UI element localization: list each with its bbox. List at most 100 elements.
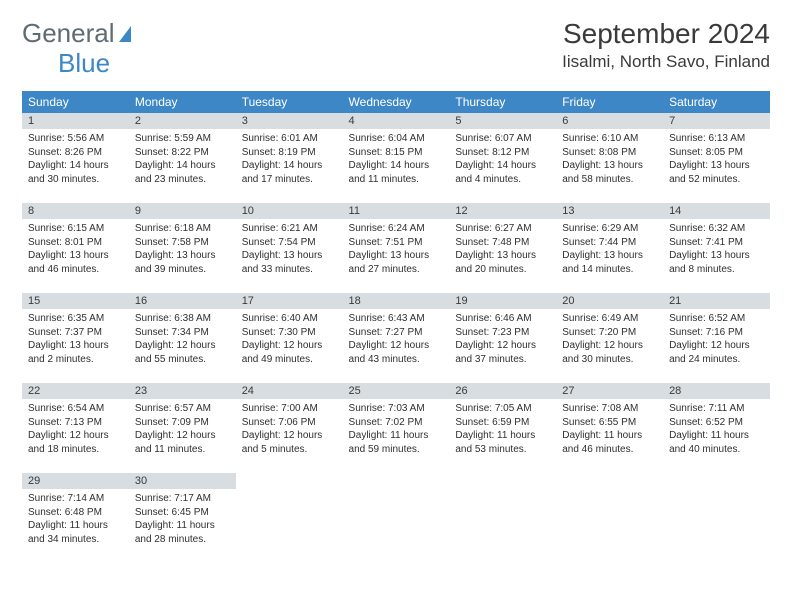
calendar-cell: 14Sunrise: 6:32 AMSunset: 7:41 PMDayligh… — [663, 201, 770, 291]
sunrise-text: Sunrise: 6:57 AM — [135, 402, 230, 416]
daylight-text: Daylight: 11 hours and 59 minutes. — [349, 429, 444, 456]
day-number: 6 — [556, 113, 663, 129]
calendar-cell: 7Sunrise: 6:13 AMSunset: 8:05 PMDaylight… — [663, 113, 770, 201]
calendar-cell: 26Sunrise: 7:05 AMSunset: 6:59 PMDayligh… — [449, 381, 556, 471]
weekday-header-cell: Tuesday — [236, 91, 343, 113]
sunrise-text: Sunrise: 7:14 AM — [28, 492, 123, 506]
day-number: 2 — [129, 113, 236, 129]
sunrise-text: Sunrise: 7:11 AM — [669, 402, 764, 416]
daylight-text: Daylight: 13 hours and 20 minutes. — [455, 249, 550, 276]
calendar-cell: 30Sunrise: 7:17 AMSunset: 6:45 PMDayligh… — [129, 471, 236, 561]
daylight-text: Daylight: 14 hours and 17 minutes. — [242, 159, 337, 186]
daylight-text: Daylight: 11 hours and 34 minutes. — [28, 519, 123, 546]
daylight-text: Daylight: 13 hours and 46 minutes. — [28, 249, 123, 276]
calendar-cell: 27Sunrise: 7:08 AMSunset: 6:55 PMDayligh… — [556, 381, 663, 471]
day-number: 11 — [343, 203, 450, 219]
day-details: Sunrise: 6:49 AMSunset: 7:20 PMDaylight:… — [556, 309, 663, 366]
sail-icon — [117, 24, 137, 44]
sunset-text: Sunset: 7:27 PM — [349, 326, 444, 340]
calendar-cell: 5Sunrise: 6:07 AMSunset: 8:12 PMDaylight… — [449, 113, 556, 201]
daylight-text: Daylight: 11 hours and 28 minutes. — [135, 519, 230, 546]
sunset-text: Sunset: 8:12 PM — [455, 146, 550, 160]
daylight-text: Daylight: 14 hours and 30 minutes. — [28, 159, 123, 186]
day-number: 16 — [129, 293, 236, 309]
day-details: Sunrise: 6:15 AMSunset: 8:01 PMDaylight:… — [22, 219, 129, 276]
weekday-header: SundayMondayTuesdayWednesdayThursdayFrid… — [22, 91, 770, 113]
day-details: Sunrise: 6:43 AMSunset: 7:27 PMDaylight:… — [343, 309, 450, 366]
sunset-text: Sunset: 7:30 PM — [242, 326, 337, 340]
day-number: 27 — [556, 383, 663, 399]
day-number: 23 — [129, 383, 236, 399]
day-number: 30 — [129, 473, 236, 489]
day-details: Sunrise: 6:04 AMSunset: 8:15 PMDaylight:… — [343, 129, 450, 186]
day-number: 1 — [22, 113, 129, 129]
calendar-cell: 2Sunrise: 5:59 AMSunset: 8:22 PMDaylight… — [129, 113, 236, 201]
day-details: Sunrise: 6:35 AMSunset: 7:37 PMDaylight:… — [22, 309, 129, 366]
sunrise-text: Sunrise: 6:29 AM — [562, 222, 657, 236]
day-number: 24 — [236, 383, 343, 399]
sunset-text: Sunset: 7:13 PM — [28, 416, 123, 430]
daylight-text: Daylight: 13 hours and 2 minutes. — [28, 339, 123, 366]
day-number: 17 — [236, 293, 343, 309]
sunrise-text: Sunrise: 6:13 AM — [669, 132, 764, 146]
sunset-text: Sunset: 7:58 PM — [135, 236, 230, 250]
day-details: Sunrise: 6:01 AMSunset: 8:19 PMDaylight:… — [236, 129, 343, 186]
day-number: 7 — [663, 113, 770, 129]
daylight-text: Daylight: 11 hours and 46 minutes. — [562, 429, 657, 456]
sunset-text: Sunset: 7:51 PM — [349, 236, 444, 250]
sunrise-text: Sunrise: 7:05 AM — [455, 402, 550, 416]
sunrise-text: Sunrise: 6:49 AM — [562, 312, 657, 326]
calendar-cell: 10Sunrise: 6:21 AMSunset: 7:54 PMDayligh… — [236, 201, 343, 291]
daylight-text: Daylight: 12 hours and 11 minutes. — [135, 429, 230, 456]
sunrise-text: Sunrise: 6:01 AM — [242, 132, 337, 146]
calendar-cell: 24Sunrise: 7:00 AMSunset: 7:06 PMDayligh… — [236, 381, 343, 471]
calendar-cell — [343, 471, 450, 561]
calendar-cell: 22Sunrise: 6:54 AMSunset: 7:13 PMDayligh… — [22, 381, 129, 471]
day-details: Sunrise: 6:40 AMSunset: 7:30 PMDaylight:… — [236, 309, 343, 366]
calendar-cell: 20Sunrise: 6:49 AMSunset: 7:20 PMDayligh… — [556, 291, 663, 381]
sunrise-text: Sunrise: 6:24 AM — [349, 222, 444, 236]
sunrise-text: Sunrise: 6:21 AM — [242, 222, 337, 236]
day-details: Sunrise: 7:08 AMSunset: 6:55 PMDaylight:… — [556, 399, 663, 456]
daylight-text: Daylight: 14 hours and 4 minutes. — [455, 159, 550, 186]
daylight-text: Daylight: 13 hours and 52 minutes. — [669, 159, 764, 186]
calendar-page: General September 2024 Iisalmi, North Sa… — [0, 0, 792, 581]
sunset-text: Sunset: 8:01 PM — [28, 236, 123, 250]
weekday-header-cell: Monday — [129, 91, 236, 113]
calendar-cell: 3Sunrise: 6:01 AMSunset: 8:19 PMDaylight… — [236, 113, 343, 201]
day-number: 14 — [663, 203, 770, 219]
day-number: 3 — [236, 113, 343, 129]
weekday-header-cell: Thursday — [449, 91, 556, 113]
day-number: 13 — [556, 203, 663, 219]
day-number: 10 — [236, 203, 343, 219]
sunrise-text: Sunrise: 6:18 AM — [135, 222, 230, 236]
daylight-text: Daylight: 13 hours and 14 minutes. — [562, 249, 657, 276]
calendar-cell: 8Sunrise: 6:15 AMSunset: 8:01 PMDaylight… — [22, 201, 129, 291]
calendar-cell: 23Sunrise: 6:57 AMSunset: 7:09 PMDayligh… — [129, 381, 236, 471]
calendar-cell: 12Sunrise: 6:27 AMSunset: 7:48 PMDayligh… — [449, 201, 556, 291]
brand-part1: General — [22, 18, 115, 49]
brand-logo: General — [22, 18, 137, 49]
day-details: Sunrise: 7:17 AMSunset: 6:45 PMDaylight:… — [129, 489, 236, 546]
day-number: 18 — [343, 293, 450, 309]
sunrise-text: Sunrise: 5:59 AM — [135, 132, 230, 146]
day-number: 29 — [22, 473, 129, 489]
sunrise-text: Sunrise: 6:07 AM — [455, 132, 550, 146]
day-number: 12 — [449, 203, 556, 219]
month-title: September 2024 — [562, 18, 770, 50]
day-number: 4 — [343, 113, 450, 129]
day-number: 26 — [449, 383, 556, 399]
day-details: Sunrise: 6:10 AMSunset: 8:08 PMDaylight:… — [556, 129, 663, 186]
sunrise-text: Sunrise: 7:17 AM — [135, 492, 230, 506]
calendar-cell: 16Sunrise: 6:38 AMSunset: 7:34 PMDayligh… — [129, 291, 236, 381]
sunset-text: Sunset: 6:45 PM — [135, 506, 230, 520]
sunrise-text: Sunrise: 6:32 AM — [669, 222, 764, 236]
day-details: Sunrise: 6:38 AMSunset: 7:34 PMDaylight:… — [129, 309, 236, 366]
sunrise-text: Sunrise: 6:15 AM — [28, 222, 123, 236]
daylight-text: Daylight: 12 hours and 24 minutes. — [669, 339, 764, 366]
calendar-cell — [449, 471, 556, 561]
sunset-text: Sunset: 8:08 PM — [562, 146, 657, 160]
day-details: Sunrise: 5:59 AMSunset: 8:22 PMDaylight:… — [129, 129, 236, 186]
day-details: Sunrise: 6:52 AMSunset: 7:16 PMDaylight:… — [663, 309, 770, 366]
sunset-text: Sunset: 7:02 PM — [349, 416, 444, 430]
